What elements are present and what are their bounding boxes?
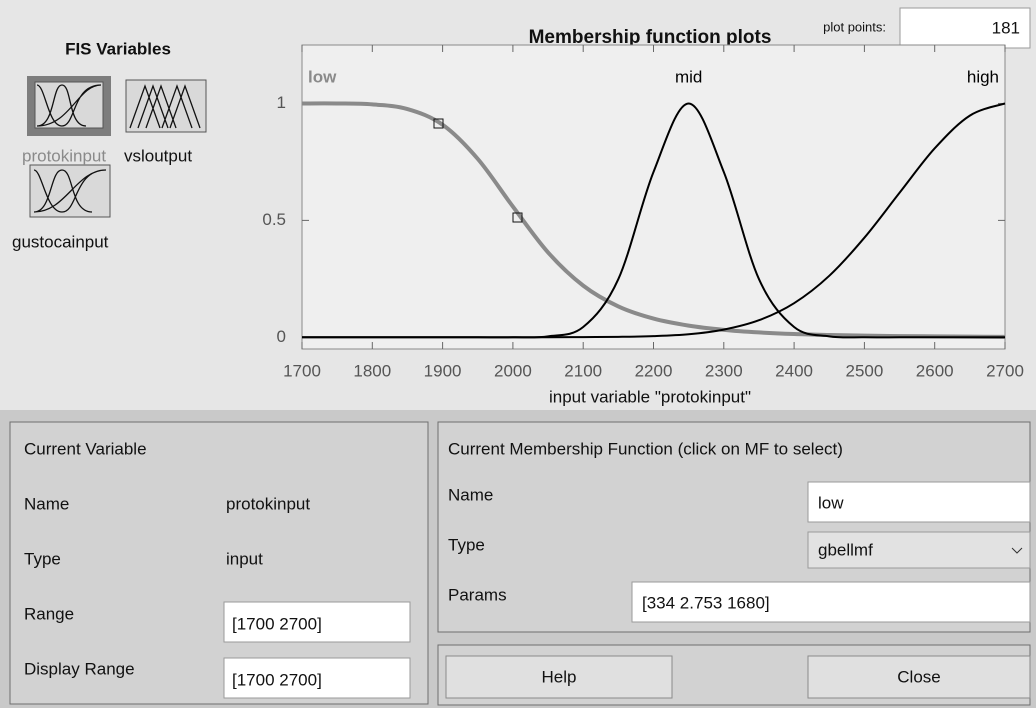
x-tick-label: 2300: [705, 361, 743, 380]
field-value[interactable]: [334 2.753 1680]: [642, 593, 770, 612]
mf-label: high: [967, 67, 999, 86]
x-tick-label: 1800: [353, 361, 391, 380]
x-tick-label: 2500: [845, 361, 883, 380]
y-tick-label: 1: [277, 93, 286, 112]
button-label[interactable]: Help: [542, 667, 577, 686]
field-label: Type: [448, 535, 485, 554]
var-label[interactable]: vsloutput: [124, 146, 192, 165]
mf-label: mid: [675, 67, 702, 86]
mf-name-input[interactable]: [807, 481, 1031, 523]
var-label[interactable]: gustocainput: [12, 232, 109, 251]
chart: Membership function plots input variable…: [262, 27, 1024, 406]
x-tick-label: 2400: [775, 361, 813, 380]
var-icon[interactable]: [125, 79, 207, 133]
mf-type-dropdown[interactable]: [807, 531, 1031, 569]
field-label: Params: [448, 585, 507, 604]
x-tick-label: 2200: [635, 361, 673, 380]
plot-area: [301, 44, 1006, 350]
display-range-input[interactable]: [223, 657, 411, 699]
field-value[interactable]: [1700 2700]: [232, 614, 322, 633]
button-label[interactable]: Close: [897, 667, 940, 686]
icon-curves: [36, 84, 102, 127]
field-label: Range: [24, 604, 74, 623]
x-tick-label: 2700: [986, 361, 1024, 380]
variable-panel: [9, 421, 429, 705]
var-label[interactable]: protokinput: [22, 146, 106, 165]
mf-label: low: [308, 67, 337, 86]
icon-curves: [129, 84, 201, 129]
field-label: Name: [24, 494, 69, 513]
icon-curves: [33, 169, 107, 213]
field-label: Name: [448, 485, 493, 504]
x-tick-label: 1900: [424, 361, 462, 380]
range-input[interactable]: [223, 601, 411, 643]
mf-curve: [301, 101, 1006, 339]
field-value: input: [226, 549, 263, 568]
var-icon[interactable]: [27, 76, 111, 136]
x-axis-label: input variable "protokinput": [549, 387, 751, 406]
field-label: Type: [24, 549, 61, 568]
handle: [433, 118, 444, 129]
x-tick-label: 1700: [283, 361, 321, 380]
close-button[interactable]: [807, 655, 1031, 699]
x-tick-label: 2000: [494, 361, 532, 380]
plot-points-input[interactable]: [899, 7, 1031, 49]
plot-points-label: plot points:: [823, 19, 886, 34]
plot-points-value[interactable]: 181: [992, 18, 1020, 37]
var-icon[interactable]: [29, 164, 111, 218]
params-input[interactable]: [631, 581, 1031, 623]
panel-title: Current Variable: [24, 439, 147, 458]
field-value: protokinput: [226, 494, 310, 513]
fis-title: FIS Variables: [65, 39, 171, 58]
help-button[interactable]: [445, 655, 673, 699]
field-value[interactable]: [1700 2700]: [232, 670, 322, 689]
dropdown-arrow: [1011, 547, 1023, 554]
handle: [512, 212, 523, 223]
panel-title: Current Membership Function (click on MF…: [448, 439, 843, 458]
field-label: Display Range: [24, 659, 135, 678]
field-value[interactable]: gbellmf: [818, 540, 873, 559]
y-tick-label: 0: [277, 327, 286, 346]
field-value[interactable]: low: [818, 493, 844, 512]
chart-title: Membership function plots: [529, 27, 772, 48]
x-tick-label: 2600: [916, 361, 954, 380]
x-tick-label: 2100: [564, 361, 602, 380]
y-tick-label: 0.5: [262, 210, 286, 229]
mf-curve: [302, 102, 1006, 339]
